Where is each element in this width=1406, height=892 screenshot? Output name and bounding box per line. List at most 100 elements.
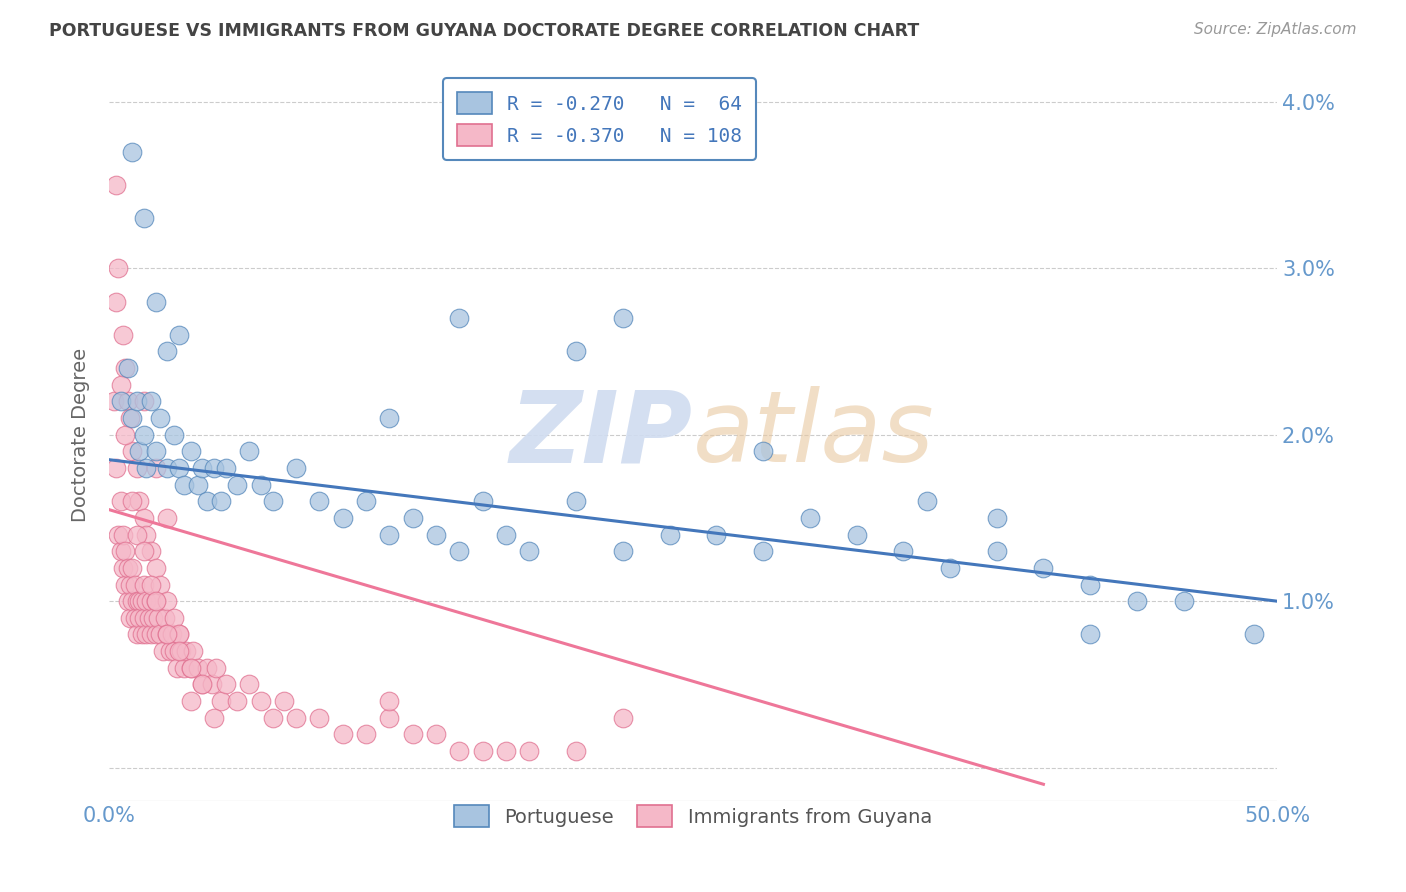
Point [118,611,141,625]
Point [167,461,190,475]
Point [180,694,202,708]
Point [273,694,295,708]
Point [110,394,132,409]
Point [209,694,232,708]
Point [378,411,401,425]
Point [195,494,218,508]
Point [121,494,143,508]
Point [939,561,962,575]
Point [145,444,167,458]
Point [167,327,190,342]
Point [107,261,129,276]
Point [191,677,214,691]
Point [215,677,238,691]
Point [226,477,249,491]
Point [174,644,197,658]
Point [449,311,471,326]
Point [128,611,150,625]
Point [986,511,1008,525]
Point [202,461,225,475]
Point [191,461,214,475]
Point [612,544,634,558]
Point [167,627,190,641]
Point [132,394,155,409]
Point [354,494,377,508]
Point [111,561,134,575]
Point [238,677,260,691]
Point [142,611,165,625]
Point [110,377,132,392]
Point [145,294,167,309]
Point [565,494,588,508]
Point [124,611,146,625]
Text: Source: ZipAtlas.com: Source: ZipAtlas.com [1194,22,1357,37]
Point [125,394,148,409]
Point [156,627,179,641]
Point [180,661,202,675]
Point [111,327,134,342]
Point [250,694,273,708]
Point [153,611,176,625]
Point [125,594,148,608]
Point [332,511,354,525]
Point [125,627,148,641]
Point [156,344,179,359]
Text: atlas: atlas [693,386,935,483]
Point [752,544,775,558]
Point [565,344,588,359]
Text: PORTUGUESE VS IMMIGRANTS FROM GUYANA DOCTORATE DEGREE CORRELATION CHART: PORTUGUESE VS IMMIGRANTS FROM GUYANA DOC… [49,22,920,40]
Point [226,694,249,708]
Point [191,677,214,691]
Point [1078,577,1101,591]
Point [131,627,153,641]
Point [495,527,517,541]
Point [167,627,190,641]
Point [146,611,169,625]
Point [131,594,153,608]
Point [114,577,136,591]
Point [121,145,143,159]
Point [402,727,425,741]
Y-axis label: Doctorate Degree: Doctorate Degree [72,348,90,522]
Point [132,544,155,558]
Point [658,527,681,541]
Point [167,644,190,658]
Point [145,627,167,641]
Point [149,627,172,641]
Point [111,527,134,541]
Point [117,594,139,608]
Point [145,461,167,475]
Point [202,711,225,725]
Point [187,661,209,675]
Point [1243,627,1265,641]
Point [156,461,179,475]
Point [159,644,181,658]
Point [173,661,195,675]
Point [519,744,541,758]
Point [1032,561,1054,575]
Point [107,527,129,541]
Point [425,527,447,541]
Point [117,361,139,376]
Point [145,594,167,608]
Point [378,694,401,708]
Point [163,611,186,625]
Point [156,627,179,641]
Point [565,744,588,758]
Point [449,544,471,558]
Point [891,544,914,558]
Point [121,444,143,458]
Point [118,577,141,591]
Point [238,444,260,458]
Point [139,594,162,608]
Point [135,461,157,475]
Point [250,477,273,491]
Point [103,394,125,409]
Point [117,561,139,575]
Point [114,427,136,442]
Point [139,394,162,409]
Point [262,711,284,725]
Point [163,644,186,658]
Point [378,711,401,725]
Point [135,594,157,608]
